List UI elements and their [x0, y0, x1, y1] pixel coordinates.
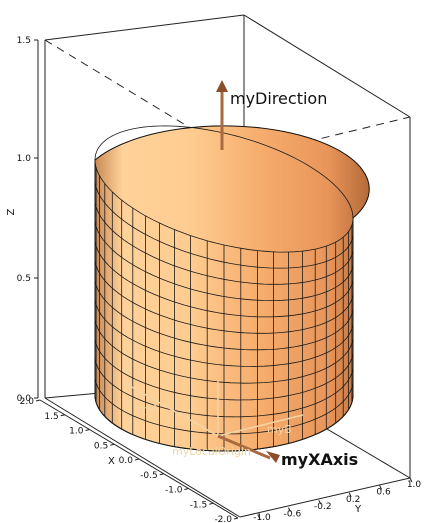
y-tick-label: -0.2	[314, 502, 332, 512]
y-tick-label: 0.6	[376, 487, 391, 497]
myA-vector	[122, 381, 219, 437]
direction-arrow	[216, 80, 228, 150]
z-axis-label: Z	[6, 208, 17, 215]
label-myLocalOrigin: myLocalOrigin	[172, 445, 251, 458]
x-tick-label: -0.5	[140, 471, 158, 481]
x-axis: 2.0 1.5 1.0 0.5 0.0 -0.5 -1.0 -1.5 -2.0 X	[20, 397, 239, 523]
y-tick-label: -1.0	[253, 513, 271, 523]
y-axis: -1.0 -0.6 -0.2 0.2 0.6 1.0 Y	[253, 477, 422, 523]
y-tick-label: 0.2	[346, 495, 360, 505]
z-axis: 0.0 0.5 1.0 1.5 Z	[6, 36, 39, 404]
x-tick-label: 0.5	[94, 441, 108, 451]
direction-label: myDirection	[230, 89, 327, 108]
x-tick-label: -1.5	[190, 500, 208, 510]
base-vectors	[122, 380, 304, 437]
z-tick-label: 1.0	[17, 154, 32, 164]
top-rim-back	[94, 125, 354, 219]
x-tick-label: 0.0	[119, 456, 134, 466]
surface-grid	[94, 125, 354, 452]
xaxis-arrow	[217, 434, 280, 463]
label-myB: myB	[267, 423, 292, 436]
z-tick-label: 0.0	[17, 394, 32, 404]
z-tick-label: 0.5	[17, 274, 31, 284]
y-tick-label: 1.0	[407, 480, 422, 490]
xaxis-label: myXAxis	[281, 450, 358, 469]
x-tick-label: 2.0	[20, 397, 35, 407]
myB-vector	[217, 414, 304, 437]
x-axis-label: X	[108, 456, 115, 467]
z-tick-label: 1.5	[17, 36, 31, 46]
x-tick-label: -2.0	[214, 515, 232, 523]
y-tick-label: -0.6	[284, 510, 302, 520]
x-tick-label: -1.0	[165, 486, 183, 496]
x-tick-label: 1.5	[44, 412, 58, 422]
label-myA: myA	[134, 403, 159, 416]
x-tick-label: 1.0	[69, 427, 84, 437]
y-axis-label: Y	[354, 504, 362, 515]
